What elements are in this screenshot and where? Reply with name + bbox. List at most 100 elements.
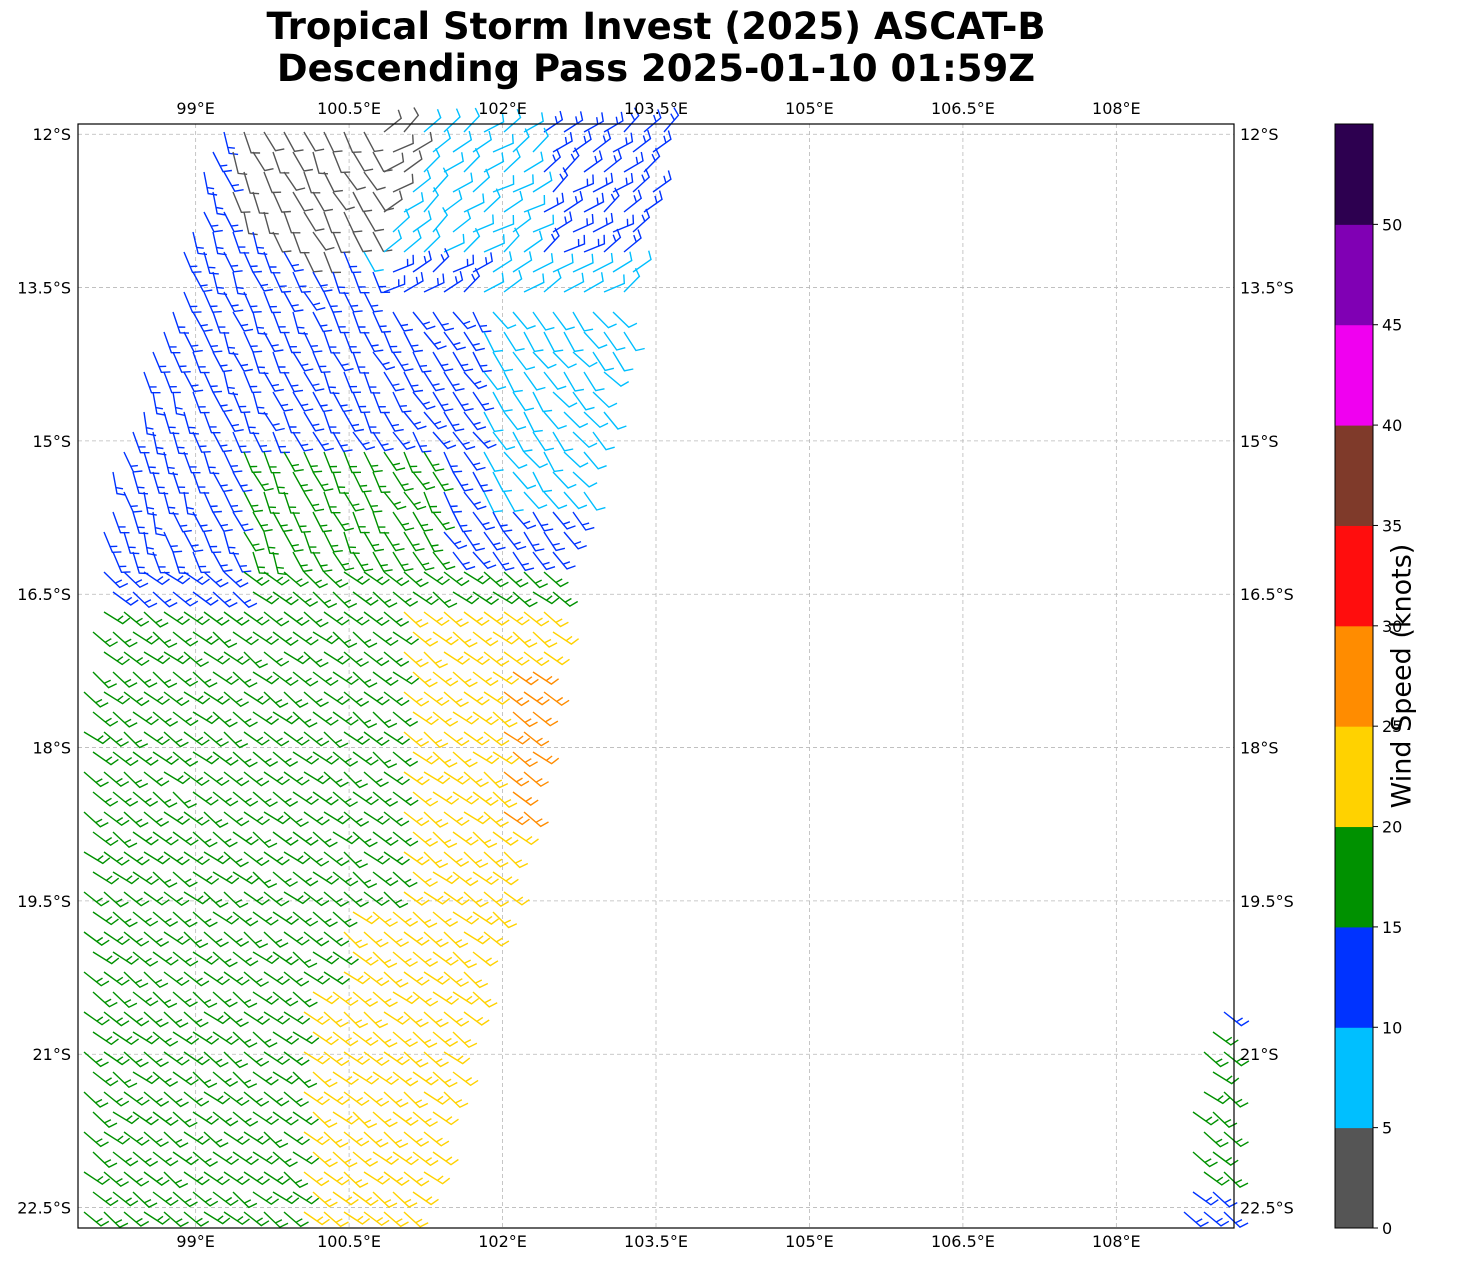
wind-barb xyxy=(332,391,353,413)
wind-barb xyxy=(323,1051,350,1067)
wind-barb xyxy=(232,631,259,646)
wind-barb xyxy=(183,1171,210,1186)
wind-barb xyxy=(212,1191,239,1207)
wind-barb xyxy=(323,411,341,434)
wind-barb xyxy=(223,211,243,233)
wind-barb xyxy=(523,531,545,552)
wind-barb xyxy=(372,231,393,253)
wind-barb xyxy=(583,491,606,511)
wind-barb xyxy=(463,771,489,788)
wind-barb xyxy=(143,1091,170,1107)
wind-barb xyxy=(212,351,233,373)
wind-barb xyxy=(232,871,260,885)
wind-barb xyxy=(252,1151,280,1165)
wind-barb xyxy=(232,351,253,372)
wind-barb xyxy=(303,251,323,273)
wind-barb xyxy=(372,271,391,294)
wind-barb xyxy=(272,1191,300,1205)
lat-tick-label: 16.5°S xyxy=(1240,585,1294,604)
wind-barb xyxy=(103,611,131,625)
wind-barb xyxy=(623,267,641,293)
wind-barb xyxy=(243,971,269,988)
wind-barb xyxy=(252,511,273,532)
wind-barb xyxy=(263,891,290,907)
wind-barb xyxy=(323,291,343,313)
wind-barb xyxy=(103,971,130,986)
wind-barb xyxy=(423,931,449,948)
wind-barb xyxy=(283,651,311,665)
wind-barb xyxy=(543,110,564,133)
wind-barb xyxy=(272,751,299,767)
wind-barb xyxy=(503,611,530,626)
wind-barb xyxy=(452,471,474,492)
wind-barb xyxy=(283,1131,310,1146)
wind-barb xyxy=(232,1071,258,1089)
wind-barb xyxy=(272,151,290,174)
wind-barb xyxy=(223,931,250,947)
wind-barb xyxy=(143,531,157,556)
wind-barb xyxy=(323,611,350,626)
wind-barb xyxy=(383,1131,409,1149)
colorbar-segment xyxy=(1335,926,1373,1028)
wind-barb xyxy=(123,691,150,707)
wind-barb xyxy=(383,371,405,392)
wind-barb xyxy=(183,1211,210,1227)
wind-barb xyxy=(412,591,439,606)
wind-barb xyxy=(463,931,491,945)
wind-barb xyxy=(152,551,170,574)
wind-barb xyxy=(172,671,199,687)
wind-barb xyxy=(223,731,249,749)
wind-barb xyxy=(412,250,432,273)
wind-barb xyxy=(132,711,159,726)
wind-barb xyxy=(103,1131,131,1145)
wind-barb xyxy=(492,391,513,412)
wind-barb xyxy=(212,271,228,296)
wind-barb xyxy=(232,1191,258,1209)
wind-barb xyxy=(443,371,465,392)
wind-barb xyxy=(152,351,171,374)
wind-barb xyxy=(332,271,349,294)
wind-barb xyxy=(443,411,465,432)
wind-barb xyxy=(432,311,455,332)
wind-barb xyxy=(252,391,268,415)
wind-barb xyxy=(292,191,314,212)
wind-barb xyxy=(363,1091,390,1107)
lat-tick-label: 15°S xyxy=(32,432,71,451)
wind-barb xyxy=(392,1151,419,1166)
wind-barb xyxy=(423,1091,451,1105)
wind-barb xyxy=(183,691,211,705)
wind-barb xyxy=(472,551,497,570)
lat-tick-label: 22.5°S xyxy=(1240,1199,1294,1218)
wind-barb xyxy=(343,651,369,668)
wind-barb xyxy=(323,531,343,553)
wind-barb xyxy=(423,187,440,213)
wind-barb xyxy=(503,851,529,869)
wind-barb xyxy=(563,111,584,133)
wind-barb xyxy=(472,951,499,967)
wind-barb xyxy=(352,351,370,374)
wind-barb xyxy=(123,1171,150,1187)
wind-barb xyxy=(1212,1151,1239,1166)
lat-tick-label: 21°S xyxy=(32,1045,71,1064)
wind-barb xyxy=(432,911,459,927)
wind-barb xyxy=(103,1091,130,1107)
wind-barb xyxy=(452,591,480,605)
wind-barb xyxy=(423,811,449,828)
wind-barb xyxy=(83,851,111,865)
wind-barb xyxy=(112,631,138,648)
wind-barb xyxy=(272,631,299,646)
wind-barb xyxy=(532,511,554,532)
wind-barb xyxy=(192,431,211,453)
wind-barb xyxy=(283,531,304,552)
wind-barb xyxy=(572,253,594,273)
wind-barb xyxy=(383,411,404,432)
wind-barb xyxy=(432,431,457,450)
wind-barb xyxy=(383,931,409,948)
wind-barb xyxy=(532,671,560,685)
wind-barb xyxy=(183,491,197,516)
wind-barb xyxy=(403,611,429,628)
wind-barb xyxy=(1223,1211,1249,1228)
wind-barb xyxy=(212,831,238,848)
wind-barb xyxy=(372,911,398,928)
wind-barb xyxy=(583,411,609,429)
